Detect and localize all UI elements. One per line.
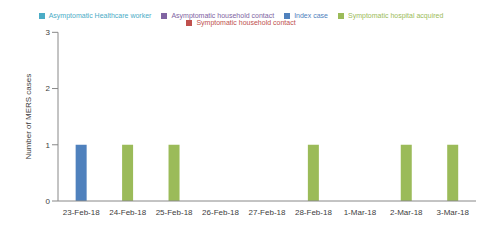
html-text:Asymptomatic household contact: Asymptomatic household contact [171,12,275,19]
svg-text:23-Feb-18: 23-Feb-18 [63,208,100,217]
svg-text:25-Feb-18: 25-Feb-18 [156,208,193,217]
svg-text:Number of MERS cases: Number of MERS cases [24,74,33,160]
svg-text:1: 1 [46,141,51,150]
svg-text:0: 0 [46,197,51,206]
html-text:Symptomatic hospital acquired: Symptomatic hospital acquired [348,12,444,19]
html-text:Asymptomatic Healthcare worker: Asymptomatic Healthcare worker [48,12,152,19]
svg-text:1-Mar-18: 1-Mar-18 [344,208,377,217]
svg-text:2: 2 [46,84,51,93]
svg-text:24-Feb-18: 24-Feb-18 [109,208,146,217]
html-text:Symptomatic household contact: Symptomatic household contact [196,19,296,27]
svg-text:3-Mar-18: 3-Mar-18 [437,208,470,217]
html-text:Index case: Index case [294,12,328,19]
svg-text:3: 3 [46,28,51,37]
svg-text:27-Feb-18: 27-Feb-18 [249,208,286,217]
svg-text:28-Feb-18: 28-Feb-18 [295,208,332,217]
svg-text:26-Feb-18: 26-Feb-18 [202,208,239,217]
svg-text:2-Mar-18: 2-Mar-18 [390,208,423,217]
